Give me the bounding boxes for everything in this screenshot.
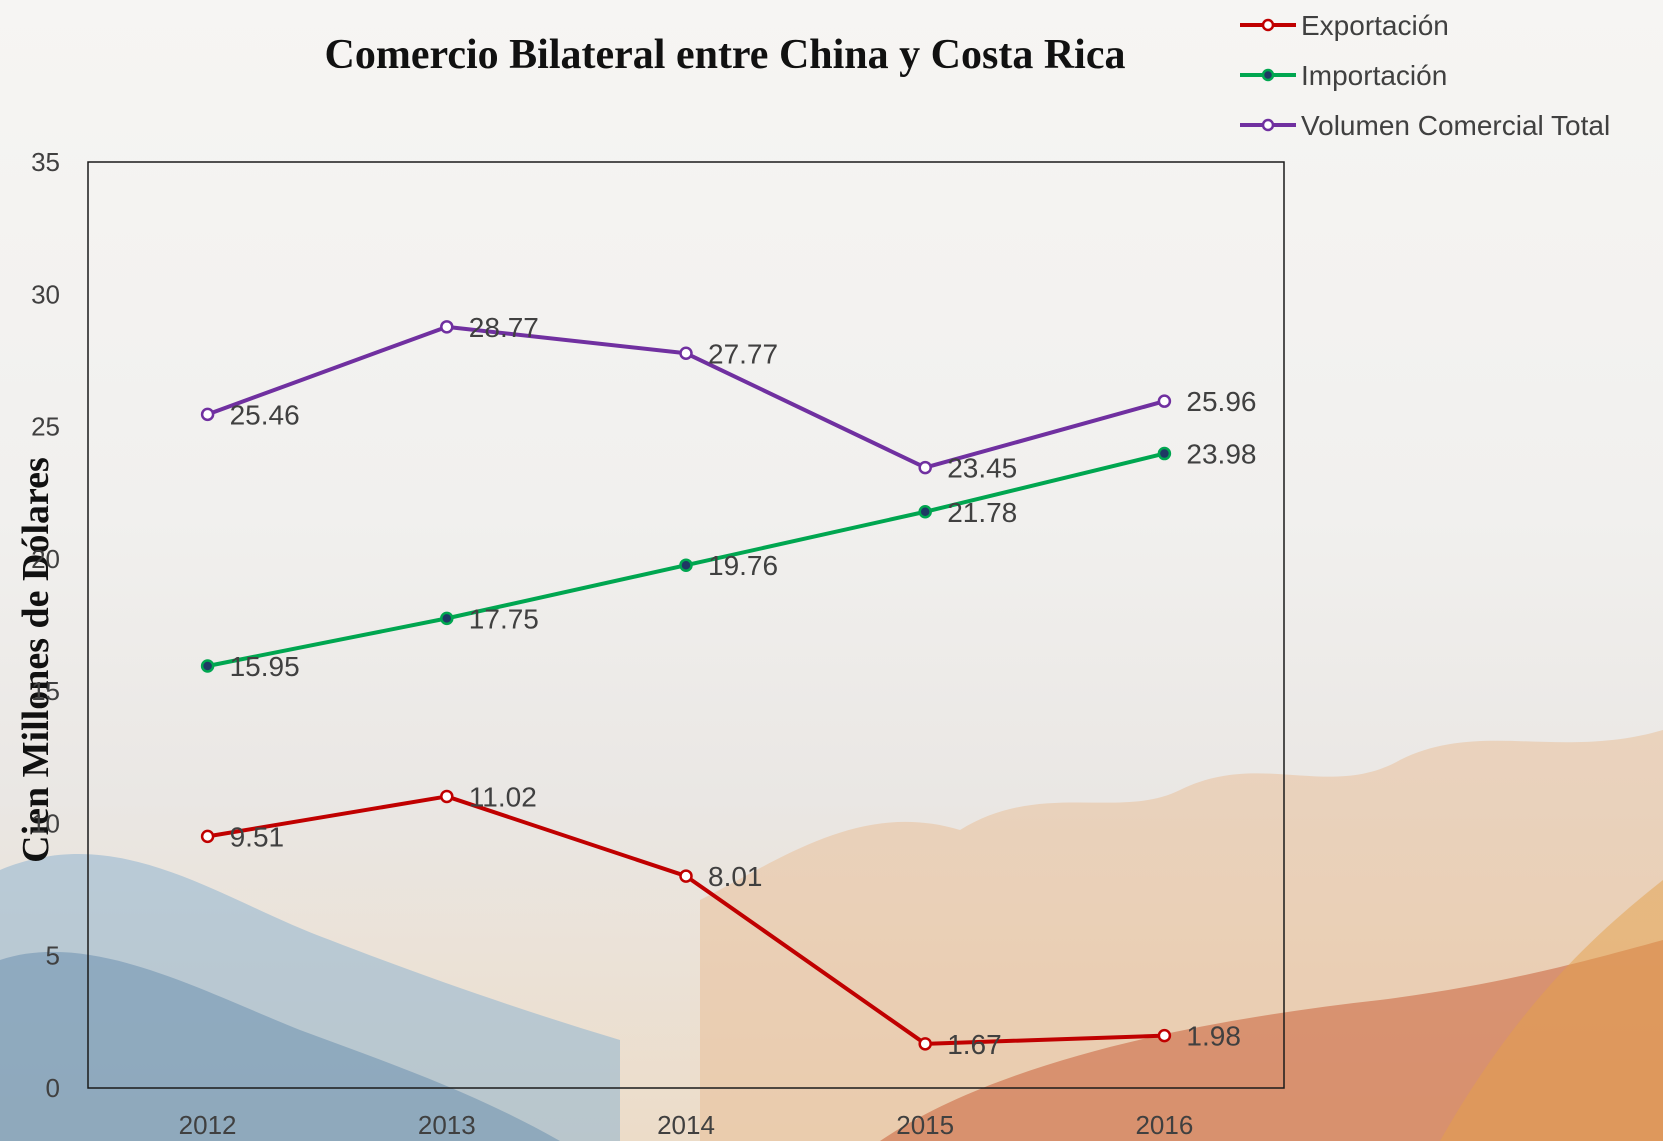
x-tick-label: 2016 [1135, 1110, 1193, 1140]
data-point [1157, 394, 1172, 408]
data-label: 9.51 [230, 821, 285, 852]
desert-dune-right [1440, 880, 1663, 1141]
y-tick-label: 30 [31, 279, 60, 309]
data-point [440, 611, 454, 626]
data-point [679, 558, 693, 572]
data-label: 1.67 [947, 1029, 1002, 1060]
legend-marker [1261, 68, 1275, 82]
data-label: 27.77 [708, 338, 778, 369]
data-point [918, 505, 932, 519]
x-tick-label: 2013 [418, 1110, 476, 1140]
data-point [440, 320, 454, 334]
blue-wave-left [0, 854, 620, 1141]
legend-marker [1261, 118, 1275, 132]
data-point [200, 659, 215, 673]
data-label: 15.95 [230, 651, 300, 682]
y-tick-label: 5 [46, 941, 60, 971]
legend-label: Importación [1301, 60, 1447, 91]
data-point [440, 789, 454, 804]
x-tick-label: 2014 [657, 1110, 715, 1140]
y-tick-label: 0 [46, 1073, 60, 1103]
data-point [918, 460, 932, 475]
plot-area [87, 161, 1285, 1089]
legend-label: Exportación [1301, 10, 1449, 41]
data-label: 11.02 [469, 781, 537, 812]
chart-title: Comercio Bilateral entre China y Costa R… [325, 32, 1126, 78]
data-point [200, 407, 215, 422]
x-tick-label: 2012 [179, 1110, 237, 1140]
y-tick-label: 20 [31, 544, 60, 574]
y-tick-label: 25 [31, 412, 60, 442]
data-point [679, 346, 693, 361]
data-label: 25.46 [230, 399, 300, 430]
data-label: 8.01 [708, 861, 763, 892]
y-axis-label: Cien Millones de Dólares [15, 457, 57, 863]
data-label: 23.45 [947, 453, 1017, 484]
legend-marker [1261, 18, 1275, 32]
data-label: 21.78 [947, 497, 1017, 528]
data-point [679, 869, 693, 883]
series-line [207, 794, 1165, 1046]
data-label: 23.98 [1186, 439, 1256, 470]
data-label: 1.98 [1186, 1021, 1241, 1052]
data-point [918, 1037, 932, 1051]
data-label: 19.76 [708, 550, 778, 581]
blue-wave-left-dark [0, 951, 560, 1141]
x-tick-label: 2015 [896, 1110, 954, 1140]
legend-label: Volumen Comercial Total [1301, 110, 1610, 141]
y-tick-label: 10 [31, 808, 60, 838]
y-tick-label: 15 [31, 676, 60, 706]
data-label: 28.77 [469, 312, 539, 343]
desert-dune [880, 940, 1663, 1141]
data-point [1157, 446, 1172, 461]
data-point [1157, 1028, 1172, 1043]
data-label: 17.75 [469, 603, 539, 634]
y-tick-label: 35 [31, 147, 60, 177]
data-label: 25.96 [1186, 386, 1256, 417]
data-point [200, 829, 215, 844]
